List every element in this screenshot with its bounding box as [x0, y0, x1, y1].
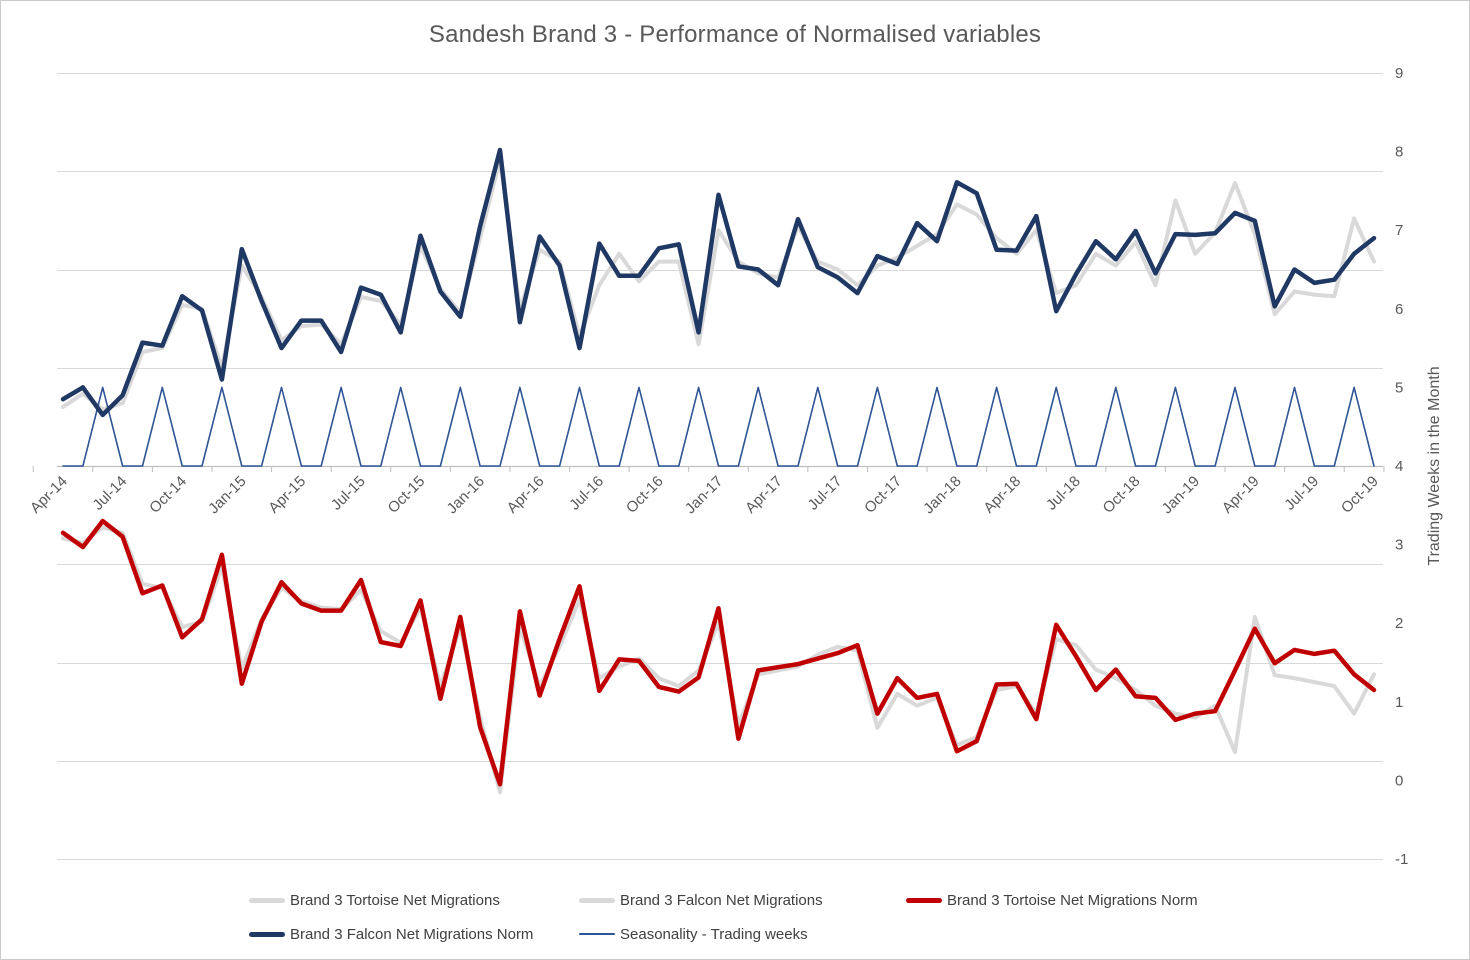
x-axis-label: Oct-18 [1100, 473, 1144, 517]
chart-title: Sandesh Brand 3 - Performance of Normali… [428, 21, 1042, 48]
legend-swatch-brand3-falcon-net-migrations-norm [249, 931, 285, 937]
legend-label-brand3-falcon-net-migrations: Brand 3 Falcon Net Migrations [620, 891, 823, 909]
legend-label-brand3-tortoise-net-migrations: Brand 3 Tortoise Net Migrations [290, 891, 500, 909]
right-axis-tick-label: 4 [1395, 458, 1403, 475]
x-axis-label: Oct-19 [1338, 473, 1382, 517]
x-axis-label: Oct-17 [861, 473, 905, 517]
series-brand3-tortoise-net-migrations-norm [60, 518, 1377, 787]
right-axis-tick-label: 8 [1395, 144, 1403, 161]
x-axis-label: Jan-15 [205, 473, 249, 517]
legend-swatch-brand3-tortoise-net-migrations [249, 897, 285, 903]
x-axis-label: Jan-18 [920, 473, 964, 517]
x-axis-label: Jan-17 [682, 473, 726, 517]
legend-item-brand3-falcon-net-migrations: Brand 3 Falcon Net Migrations [579, 891, 823, 909]
legend-label-brand3-falcon-net-migrations-norm: Brand 3 Falcon Net Migrations Norm [290, 925, 534, 943]
series-seasonality-trading-weeks [62, 386, 1375, 467]
series-brand3-falcon-net-migrations [61, 157, 1376, 412]
right-axis-tick-label: 1 [1395, 694, 1403, 711]
legend-label-seasonality-trading-weeks: Seasonality - Trading weeks [620, 925, 808, 943]
legend-swatch-brand3-falcon-net-migrations [579, 897, 615, 903]
legend-item-brand3-tortoise-net-migrations: Brand 3 Tortoise Net Migrations [249, 891, 500, 909]
right-axis-tick-label: -1 [1395, 851, 1408, 868]
legend-item-brand3-falcon-net-migrations-norm: Brand 3 Falcon Net Migrations Norm [249, 925, 533, 943]
right-axis-tick-label: 5 [1395, 379, 1403, 396]
x-axis-label: Apr-17 [742, 473, 786, 517]
right-axis-title: Trading Weeks in the Month [1426, 366, 1443, 565]
right-axis-tick-label: 0 [1395, 772, 1403, 789]
x-axis-label: Jan-16 [444, 473, 488, 517]
series-brand3-falcon-net-migrations-norm [60, 147, 1377, 418]
x-axis-label: Apr-19 [1219, 473, 1263, 517]
right-axis-tick-label: 6 [1395, 301, 1403, 318]
x-axis-label: Apr-14 [27, 473, 71, 517]
x-axis-label: Oct-14 [146, 473, 190, 517]
legend-label-brand3-tortoise-net-migrations-norm: Brand 3 Tortoise Net Migrations Norm [947, 891, 1198, 909]
legend-swatch-brand3-tortoise-net-migrations-norm [906, 897, 942, 903]
right-axis-tick-label: 9 [1395, 65, 1403, 82]
x-axis-label: Oct-15 [385, 473, 429, 517]
x-axis-label: Jan-19 [1159, 473, 1203, 517]
x-axis-label: Oct-16 [623, 473, 667, 517]
right-axis-tick-label: 3 [1395, 537, 1403, 554]
x-axis-label: Apr-18 [980, 473, 1024, 517]
right-axis-tick-label: 2 [1395, 615, 1403, 632]
series-brand3-tortoise-net-migrations [61, 525, 1376, 795]
x-axis-label: Jul-19 [1281, 473, 1322, 514]
legend-item-brand3-tortoise-net-migrations-norm: Brand 3 Tortoise Net Migrations Norm [906, 891, 1198, 909]
x-axis-label: Jul-15 [328, 473, 369, 514]
x-axis-label: Jul-14 [90, 473, 131, 514]
x-axis-label: Apr-16 [504, 473, 548, 517]
legend-item-seasonality-trading-weeks: Seasonality - Trading weeks [579, 925, 808, 943]
x-axis-label: Apr-15 [265, 473, 309, 517]
x-axis-label: Jul-18 [1043, 473, 1084, 514]
x-axis-label: Jul-17 [805, 473, 846, 514]
right-axis-tick-label: 7 [1395, 222, 1403, 239]
x-axis-label: Jul-16 [566, 473, 607, 514]
legend-swatch-seasonality-trading-weeks [579, 933, 615, 935]
